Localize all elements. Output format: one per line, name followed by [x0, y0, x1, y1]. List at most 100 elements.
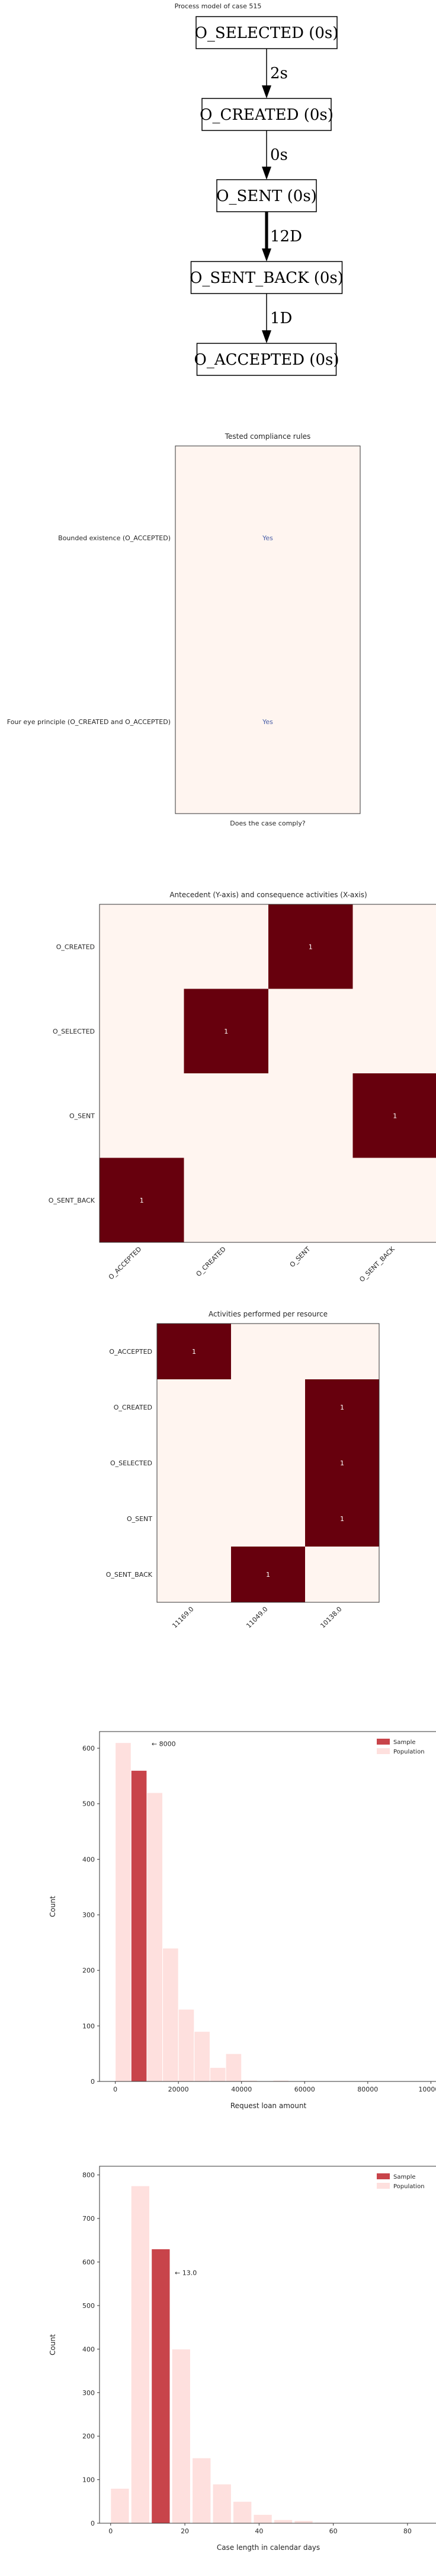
heatmap-cell-value: 1 — [192, 1348, 196, 1356]
legend-label: Population — [393, 2183, 425, 2190]
x-tick-label: 100000 — [418, 2086, 436, 2093]
x-tick-label: 40 — [255, 2527, 263, 2535]
x-tick-label: 0 — [108, 2527, 113, 2535]
y-tick-label: 0 — [91, 2520, 95, 2527]
process-model-graph: Process model of case 515 O_SELECTED (0s)… — [0, 0, 436, 391]
heatmap-row-label: O_CREATED — [114, 1404, 152, 1411]
y-tick-label: 0 — [91, 2078, 95, 2086]
heatmap-cell-value: 1 — [266, 1571, 270, 1579]
heatmap-cell-label: Yes — [262, 718, 273, 726]
heatmap-row-label: O_CREATED — [56, 943, 95, 951]
heatmap-cell — [268, 1158, 353, 1243]
heatmap-cell — [305, 1324, 379, 1379]
process-edge-label: 2s — [270, 65, 288, 82]
heatmap-row-label: O_ACCEPTED — [109, 1348, 152, 1356]
heatmap-row-label: O_SENT — [127, 1515, 152, 1523]
x-tick-label: 0 — [113, 2086, 117, 2093]
heatmap-col-label: 10138.0 — [319, 1605, 343, 1630]
legend-swatch — [377, 1748, 390, 1754]
population-bar — [147, 1793, 163, 2081]
process-node: O_ACCEPTED (0s) — [194, 343, 339, 375]
heatmap-cell — [184, 1158, 269, 1243]
sample-bar — [131, 1771, 147, 2081]
heatmap-cell-value: 1 — [140, 1197, 144, 1204]
sample-bar — [152, 2249, 170, 2523]
process-edge-arrowhead — [262, 248, 271, 262]
y-tick-label: 200 — [82, 2432, 95, 2440]
process-node: O_SENT_BACK (0s) — [190, 262, 344, 294]
population-bar — [274, 2520, 292, 2523]
heatmap-cell — [157, 1491, 231, 1547]
heatmap-cell — [353, 989, 436, 1074]
heatmap-cell — [100, 904, 184, 989]
population-bar — [163, 1948, 179, 2081]
heatmap-row-label: O_SELECTED — [110, 1459, 152, 1467]
x-tick-label: 20 — [181, 2527, 189, 2535]
x-tick-label: 80000 — [357, 2086, 378, 2093]
process-edge: 12D — [262, 212, 302, 262]
heatmap-col-label: O_SENT — [288, 1245, 312, 1269]
process-node: O_SELECTED (0s) — [195, 17, 339, 49]
legend-label: Population — [393, 1749, 425, 1755]
heatmap-cell — [268, 989, 353, 1074]
x-tick-label: 80 — [403, 2527, 412, 2535]
heatmap-row-label: O_SENT_BACK — [106, 1571, 153, 1579]
heatmap-cell-value: 1 — [340, 1404, 344, 1411]
process-edge-arrowhead — [262, 85, 271, 98]
heatmap-cell — [231, 1435, 305, 1491]
process-edge: 2s — [262, 49, 288, 98]
population-bar — [116, 1743, 132, 2081]
population-bar — [194, 2032, 210, 2081]
heatmap-row-label: O_SELECTED — [53, 1028, 95, 1035]
heatmap-cell — [157, 1435, 231, 1491]
heatmap-cell-value: 1 — [340, 1459, 344, 1467]
heatmap-row-label: Four eye principle (O_CREATED and O_ACCE… — [7, 718, 171, 726]
sample-annotation: ← 8000 — [152, 1740, 176, 1748]
process-node-label: O_SENT_BACK (0s) — [190, 269, 344, 287]
process-edge: 1D — [262, 294, 292, 343]
heatmap-cell — [100, 1073, 184, 1158]
y-tick-label: 500 — [82, 1800, 95, 1808]
heatmap-cell — [184, 1073, 269, 1158]
heatmap-cell — [157, 1547, 231, 1602]
loan-amount-histogram: ← 80000200004000060000800001000000100200… — [0, 1723, 436, 2138]
heatmap-cell-value: 1 — [393, 1112, 397, 1120]
chart-xlabel: Does the case comply? — [230, 820, 306, 827]
heatmap-cell-label: Yes — [262, 534, 273, 542]
process-edge: 0s — [262, 130, 288, 180]
x-tick-label: 60000 — [294, 2086, 315, 2093]
process-node-label: O_ACCEPTED (0s) — [194, 351, 339, 369]
resource-heatmap: Activities performed per resource1O_ACCE… — [0, 1284, 436, 1687]
heatmap-cell — [353, 904, 436, 989]
process-edge-label: 12D — [270, 228, 302, 246]
heatmap-row-label: O_SENT — [69, 1112, 95, 1120]
chart-ylabel: Count — [49, 2334, 57, 2355]
process-edge-arrowhead — [262, 330, 271, 343]
heatmap-col-label: O_CREATED — [195, 1245, 227, 1278]
population-bar — [210, 2068, 226, 2081]
heatmap-cell-value: 1 — [340, 1515, 344, 1523]
y-tick-label: 700 — [82, 2215, 95, 2223]
plot-frame — [100, 2166, 436, 2523]
heatmap-cell-value: 1 — [309, 943, 313, 951]
y-tick-label: 600 — [82, 2259, 95, 2266]
y-tick-label: 400 — [82, 1856, 95, 1863]
legend-label: Sample — [393, 2174, 416, 2180]
x-tick-label: 40000 — [231, 2086, 252, 2093]
x-tick-label: 60 — [329, 2527, 338, 2535]
process-edge-label: 1D — [270, 310, 292, 327]
x-tick-label: 20000 — [168, 2086, 189, 2093]
heatmap-row-label: Bounded existence (O_ACCEPTED) — [58, 534, 171, 542]
legend-swatch — [377, 2173, 390, 2179]
population-bar — [213, 2484, 231, 2523]
legend-swatch — [377, 2183, 390, 2189]
legend-swatch — [377, 1739, 390, 1745]
heatmap-row-label: O_SENT_BACK — [49, 1197, 95, 1204]
process-model-title: Process model of case 515 — [175, 2, 262, 10]
